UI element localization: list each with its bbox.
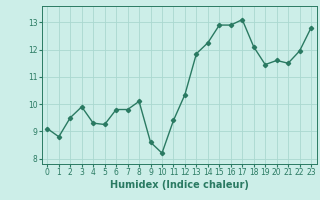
X-axis label: Humidex (Indice chaleur): Humidex (Indice chaleur) [110, 180, 249, 190]
